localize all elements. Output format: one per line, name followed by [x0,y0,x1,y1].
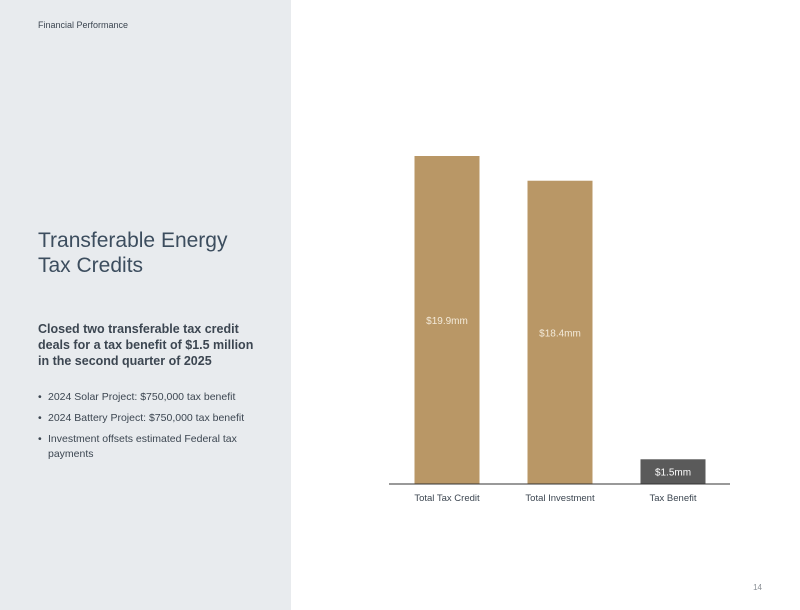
bar [640,459,706,484]
left-panel [0,0,291,610]
bar [527,180,593,484]
page-number: 14 [753,583,762,592]
bar [414,156,480,484]
bullet-item: 2024 Battery Project: $750,000 tax benef… [38,411,263,426]
x-tick-label: Tax Benefit [650,493,697,504]
data-label: $1.5mm [655,468,691,479]
bullet-item: 2024 Solar Project: $750,000 tax benefit [38,390,263,405]
data-label: $18.4mm [539,328,581,339]
slide-title-line-2: Tax Credits [38,254,144,277]
slide-title: Transferable Energy Tax Credits [38,228,278,278]
data-label: $19.9mm [426,316,468,327]
bullet-item: Investment offsets estimated Federal tax… [38,432,263,462]
x-tick-label: Total Tax Credit [414,493,480,504]
bullet-list: 2024 Solar Project: $750,000 tax benefit… [38,390,263,468]
section-label: Financial Performance [38,20,129,30]
slide-title-line-1: Transferable Energy [38,229,228,252]
headline: Closed two transferable tax credit deals… [38,322,254,368]
x-tick-label: Total Investment [525,493,595,504]
